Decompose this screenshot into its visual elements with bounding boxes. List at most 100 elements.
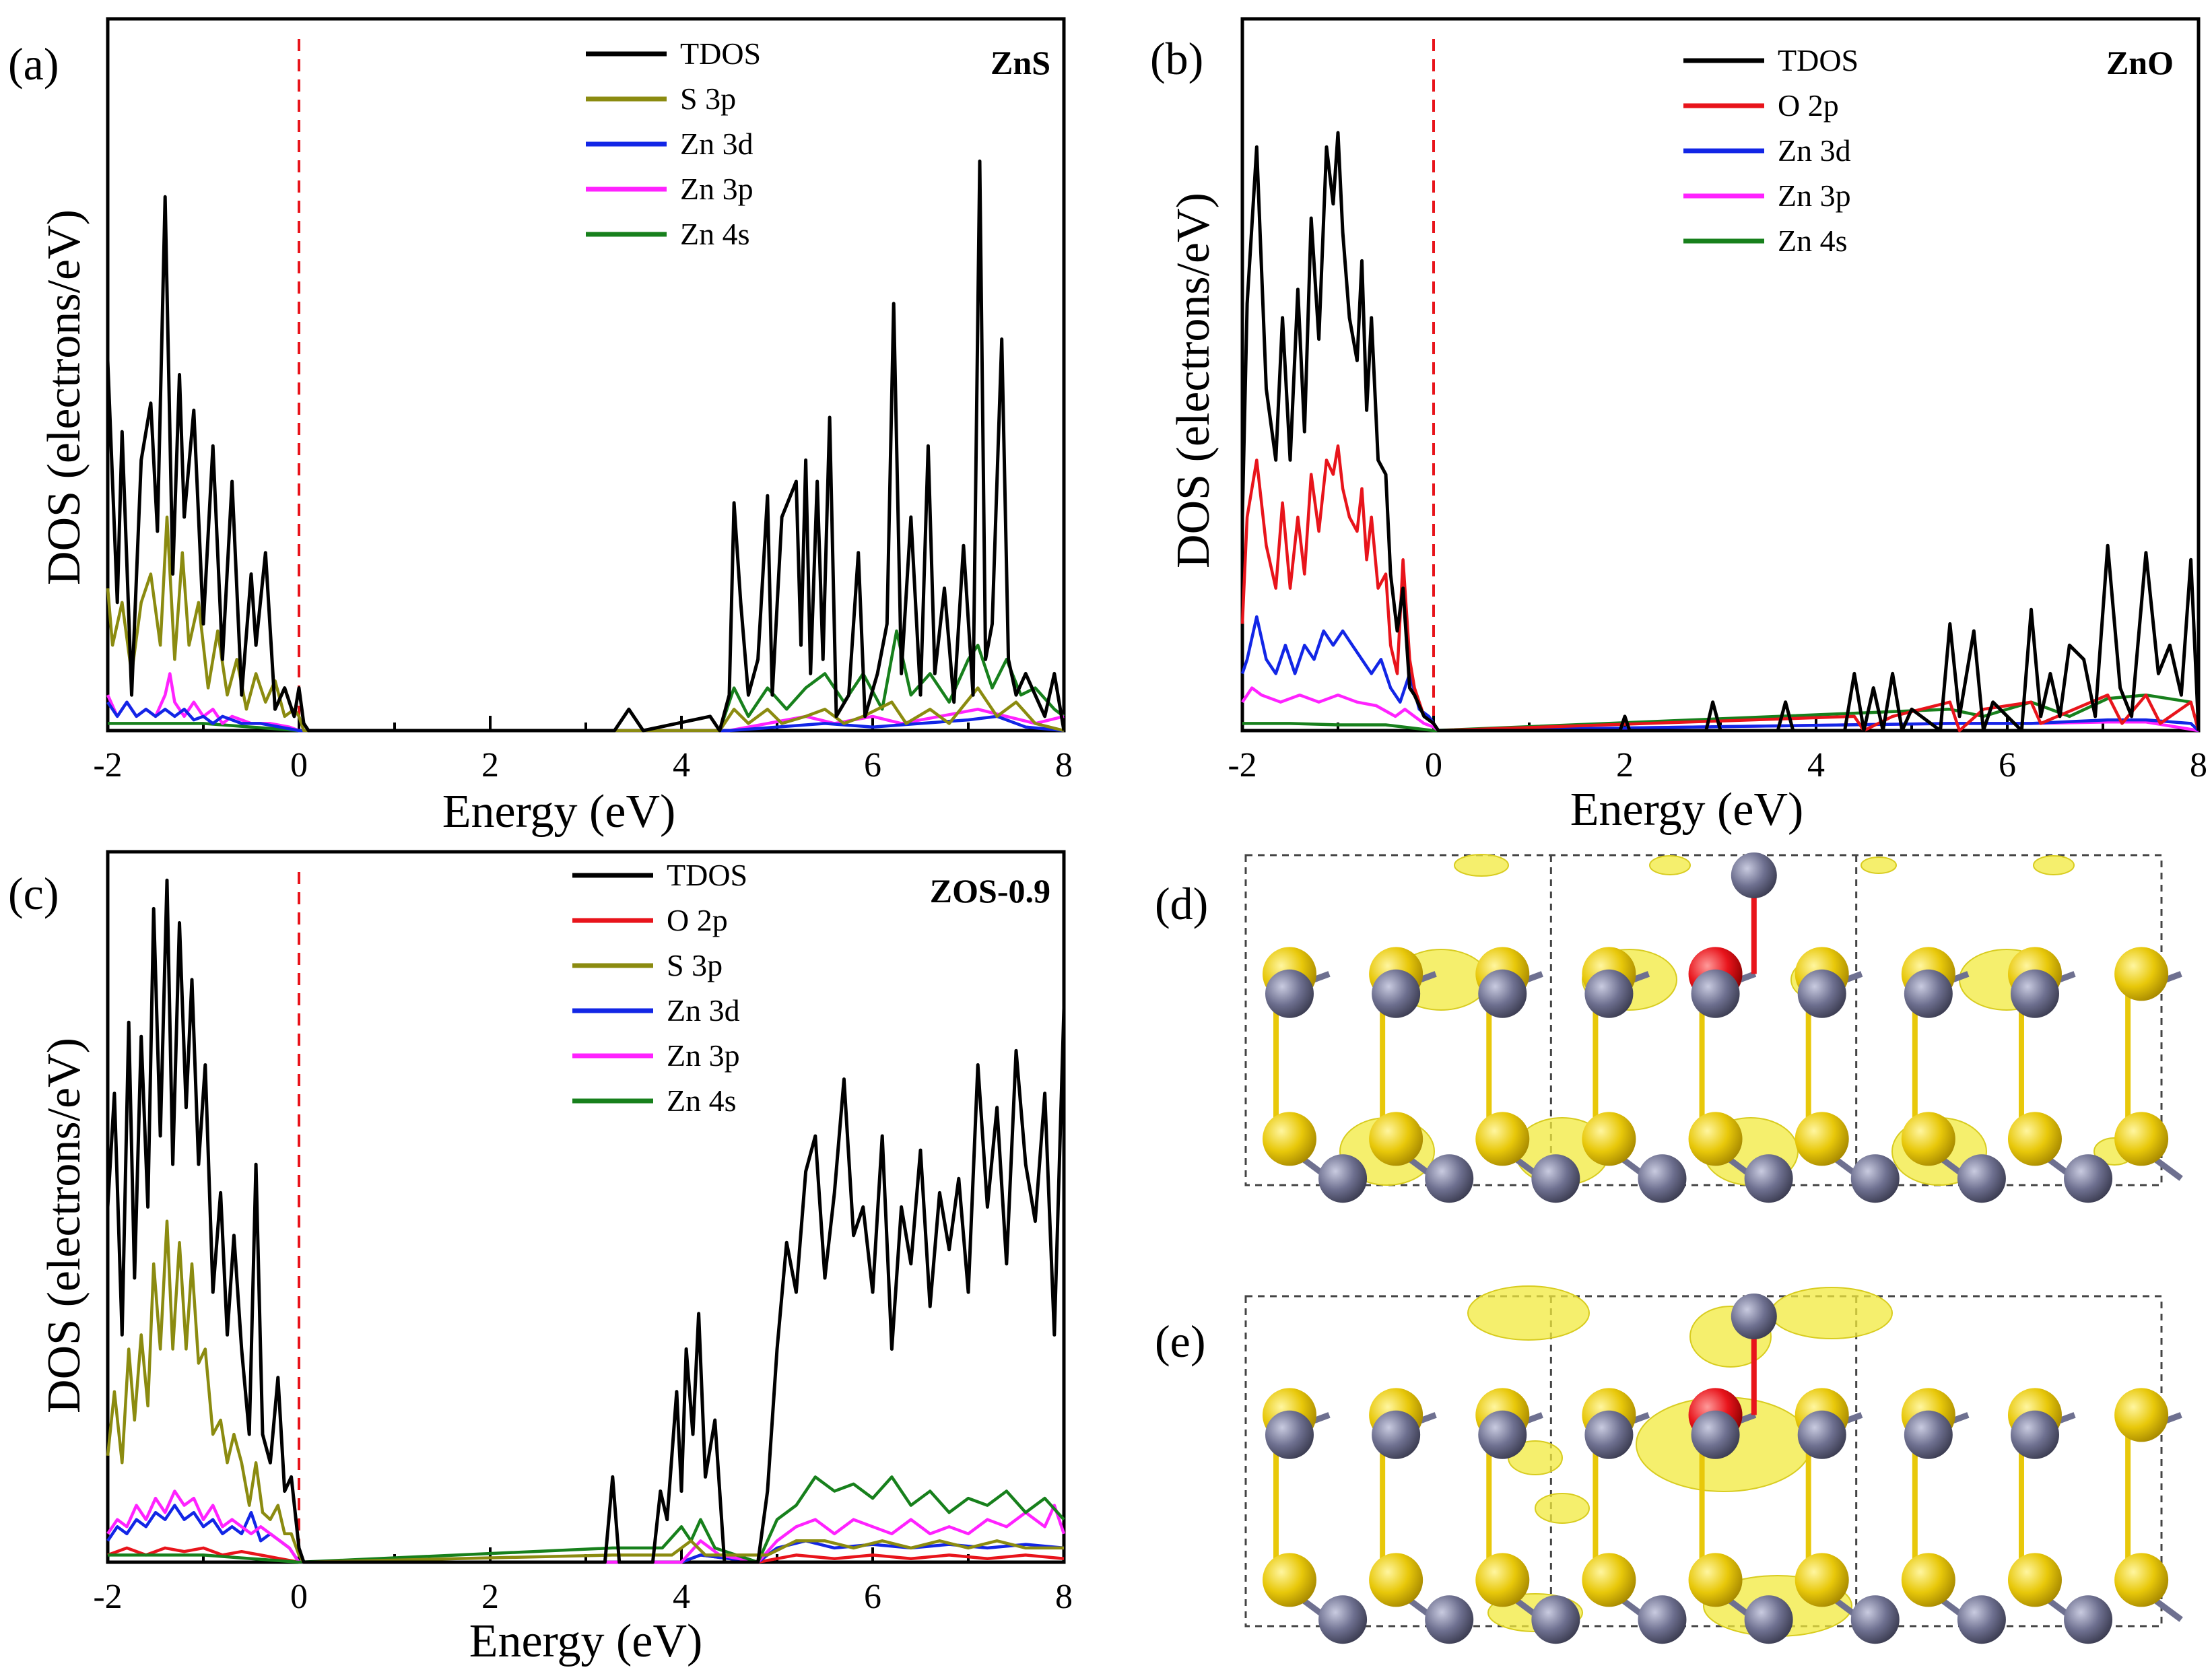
x-tick-label: 0 bbox=[1425, 746, 1442, 784]
panel-b: (b) ZnO Energy (eV) DOS (electrons/eV) -… bbox=[1150, 17, 2207, 836]
charge-isosurface bbox=[1649, 855, 1691, 875]
s-atom bbox=[1795, 1553, 1849, 1607]
s-atom bbox=[1263, 1112, 1316, 1166]
zn-atom bbox=[1372, 969, 1421, 1018]
unit-cell-boundary bbox=[1244, 854, 2163, 1186]
series-line-zn4s bbox=[108, 1475, 1065, 1564]
zn-atom bbox=[1731, 852, 1777, 898]
series-line-tdos bbox=[106, 159, 1066, 733]
panel-b-title: ZnO bbox=[2106, 44, 2174, 81]
legend-label-tdos: TDOS bbox=[680, 36, 761, 71]
zn-atom bbox=[1744, 1595, 1793, 1644]
s-atom bbox=[1688, 1553, 1743, 1607]
legend-label-tdos: TDOS bbox=[1778, 43, 1858, 77]
series-line-s3p bbox=[106, 1219, 1064, 1564]
s-atom bbox=[1795, 1112, 1849, 1166]
zn-atom bbox=[1478, 969, 1527, 1018]
panel-label-e: (e) bbox=[1155, 1316, 1205, 1367]
zn-atom bbox=[2010, 1410, 2059, 1459]
s-atom bbox=[1369, 1553, 1423, 1607]
panel-d-structure bbox=[1244, 852, 2183, 1203]
panel-b-legend: TDOS O 2p Zn 3d Zn 3p Zn 4s bbox=[1683, 43, 1858, 258]
panel-c: (c) ZOS-0.9 Energy (eV) DOS (electrons/e… bbox=[8, 850, 1073, 1667]
panel-a-plot: -2 0 2 4 6 8 bbox=[93, 17, 1073, 784]
series-line-s3p bbox=[106, 515, 1065, 733]
s-atom bbox=[1475, 1112, 1530, 1166]
plot-frame bbox=[106, 850, 1066, 1564]
panel-label-b: (b) bbox=[1150, 33, 1203, 84]
s-atom bbox=[1582, 1553, 1636, 1607]
legend-label-zn3p: Zn 3p bbox=[1778, 178, 1851, 213]
s-atom bbox=[2114, 1112, 2169, 1166]
plot-frame bbox=[106, 17, 1066, 733]
panel-d: (d) bbox=[1155, 852, 2183, 1203]
legend-label-zn4s: Zn 4s bbox=[680, 217, 750, 251]
legend-label-zn3d: Zn 3d bbox=[667, 993, 740, 1028]
panel-label-c: (c) bbox=[8, 868, 59, 919]
panel-a-xlabel: Energy (eV) bbox=[442, 786, 676, 838]
s-atom bbox=[1901, 1112, 1955, 1166]
zn-atom bbox=[1425, 1595, 1474, 1644]
charge-isosurface bbox=[1535, 1493, 1590, 1524]
s-atom bbox=[1582, 1112, 1636, 1166]
zn-atom bbox=[1638, 1595, 1687, 1644]
x-tick-label: 6 bbox=[864, 746, 881, 784]
legend-label-o2p: O 2p bbox=[667, 903, 728, 937]
x-tick-label: 4 bbox=[673, 746, 690, 784]
zn-atom bbox=[1904, 969, 1953, 1018]
panel-b-ylabel: DOS (electrons/eV) bbox=[1168, 193, 1219, 568]
zn-atom bbox=[1638, 1154, 1687, 1203]
series-line-tdos bbox=[106, 878, 1066, 1564]
x-tick-label: -2 bbox=[93, 1578, 122, 1616]
x-tick-label: -2 bbox=[93, 746, 122, 784]
panel-b-xlabel: Energy (eV) bbox=[1570, 784, 1804, 836]
panel-a-legend: TDOS S 3p Zn 3d Zn 3p Zn 4s bbox=[586, 36, 761, 251]
panel-label-a: (a) bbox=[8, 38, 59, 90]
series-line-tdos bbox=[1240, 131, 2201, 733]
unit-cell-boundary bbox=[1244, 1295, 2163, 1627]
zn-atom bbox=[1265, 1410, 1314, 1459]
zn-atom bbox=[1850, 1154, 1900, 1203]
x-tick-label: 8 bbox=[1055, 1578, 1073, 1616]
x-tick-label: 4 bbox=[673, 1578, 690, 1616]
zn-atom bbox=[1731, 1294, 1777, 1339]
zn-atom bbox=[1372, 1410, 1421, 1459]
zn-atom bbox=[1797, 1410, 1846, 1459]
s-atom bbox=[2007, 1553, 2062, 1607]
charge-isosurface bbox=[1770, 1287, 1893, 1339]
legend-label-zn3p: Zn 3p bbox=[680, 172, 753, 206]
x-tick-label: 2 bbox=[1616, 746, 1634, 784]
s-atom bbox=[1369, 1112, 1423, 1166]
zn-atom bbox=[1531, 1595, 1580, 1644]
panel-e: (e) bbox=[1155, 1285, 2183, 1644]
panel-c-ylabel: DOS (electrons/eV) bbox=[38, 1038, 90, 1413]
charge-isosurface bbox=[1454, 854, 1509, 877]
series-line-zn3d bbox=[1240, 615, 2200, 733]
panel-a-title: ZnS bbox=[991, 44, 1050, 81]
s-atom bbox=[2114, 1388, 2169, 1442]
x-tick-label: 2 bbox=[481, 746, 499, 784]
legend-label-zn3d: Zn 3d bbox=[680, 127, 753, 161]
x-tick-label: 6 bbox=[864, 1578, 881, 1616]
panel-c-legend: TDOS O 2p S 3p Zn 3d Zn 3p Zn 4s bbox=[572, 858, 747, 1118]
x-tick-label: 2 bbox=[481, 1578, 499, 1616]
s-atom bbox=[1475, 1553, 1530, 1607]
series-line-zn3d bbox=[106, 700, 1065, 733]
zn-atom bbox=[1957, 1595, 2006, 1644]
s-atom bbox=[1263, 1553, 1316, 1607]
charge-isosurface bbox=[1467, 1285, 1590, 1341]
x-tick-label: 6 bbox=[1999, 746, 2016, 784]
zn-atom bbox=[1957, 1154, 2006, 1203]
zn-atom bbox=[2010, 969, 2059, 1018]
plot-frame bbox=[1240, 17, 2201, 733]
panel-a: (a) ZnS Energy (eV) DOS (electrons/eV) -… bbox=[8, 17, 1073, 838]
panel-label-d: (d) bbox=[1155, 878, 1208, 929]
zn-atom bbox=[1850, 1595, 1900, 1644]
zn-atom bbox=[1531, 1154, 1580, 1203]
x-tick-label: 8 bbox=[1055, 746, 1073, 784]
x-tick-label: 4 bbox=[1807, 746, 1825, 784]
s-atom bbox=[2007, 1112, 2062, 1166]
zn-atom bbox=[1744, 1154, 1793, 1203]
zn-atom bbox=[1691, 1410, 1740, 1459]
zn-atom bbox=[2064, 1595, 2113, 1644]
